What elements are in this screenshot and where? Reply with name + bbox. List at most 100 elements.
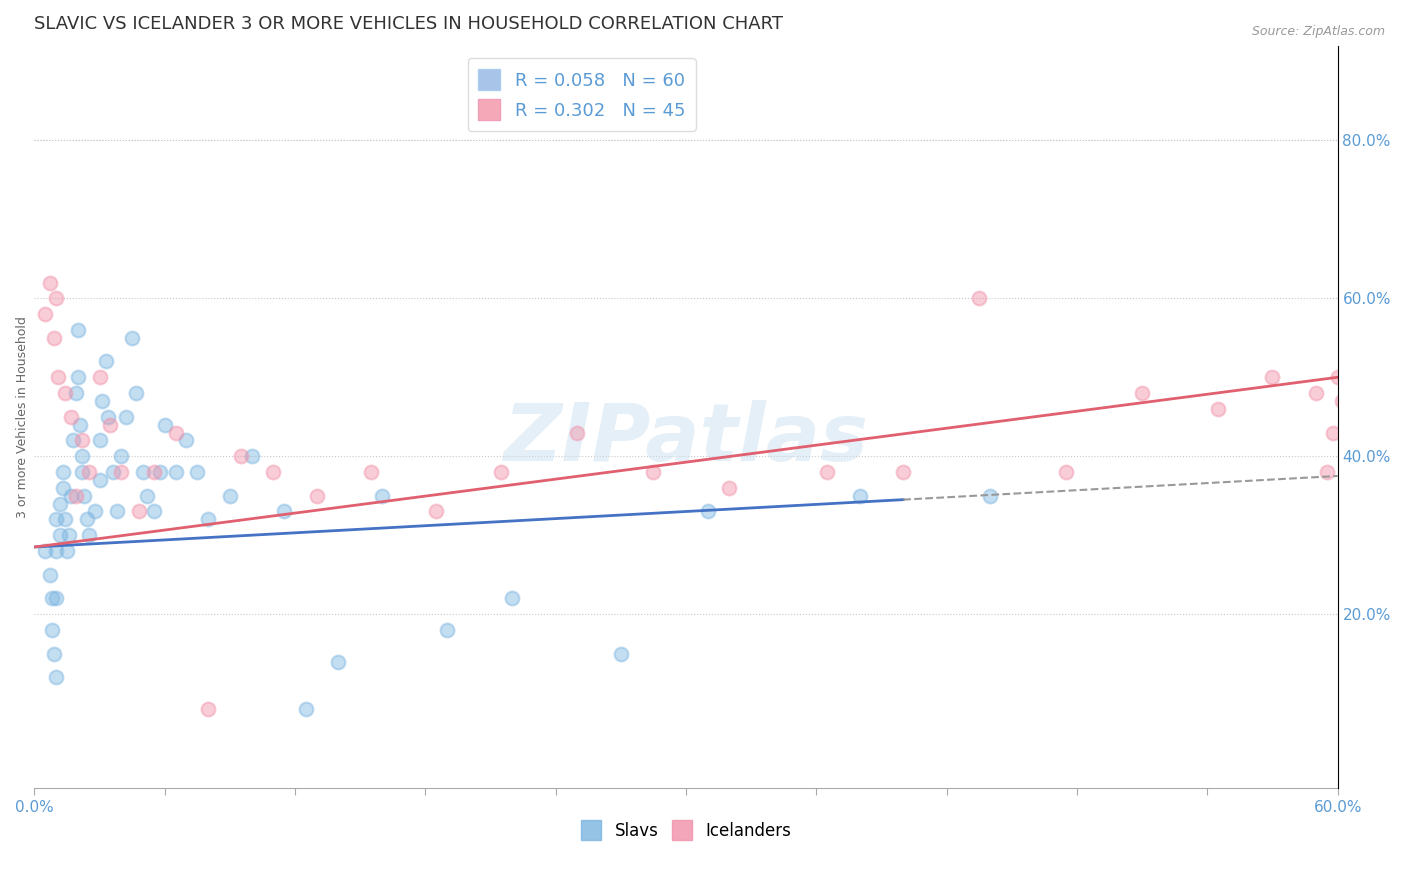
Point [1360, 401, 1382, 416]
Point [718, 481, 741, 495]
Point [328, 655, 350, 669]
Point [165, 425, 187, 440]
Point [38, 276, 60, 290]
Point [149, 465, 172, 479]
Point [77, 528, 100, 542]
Point [65, 386, 87, 401]
Point [53, 386, 76, 401]
Point [815, 465, 838, 479]
Point [240, 449, 263, 463]
Point [142, 465, 165, 479]
Point [110, 449, 132, 463]
Point [76, 512, 98, 526]
Point [100, 417, 122, 432]
Point [94, 354, 117, 368]
Point [89, 370, 111, 384]
Point [610, 647, 633, 661]
Point [60, 409, 83, 424]
Point [58, 528, 80, 542]
Point [90, 394, 112, 409]
Point [66, 370, 89, 384]
Point [125, 386, 148, 401]
Point [114, 409, 136, 424]
Point [1305, 386, 1327, 401]
Point [60, 489, 83, 503]
Point [165, 465, 187, 479]
Point [360, 465, 382, 479]
Point [45, 512, 67, 526]
Point [1337, 354, 1360, 368]
Point [218, 489, 240, 503]
Point [121, 331, 143, 345]
Point [305, 489, 328, 503]
Point [491, 465, 513, 479]
Point [643, 465, 665, 479]
Point [128, 504, 150, 518]
Point [69, 417, 91, 432]
Point [49, 528, 72, 542]
Point [1326, 370, 1348, 384]
Point [49, 497, 72, 511]
Point [1322, 425, 1344, 440]
Point [45, 670, 67, 684]
Legend: Slavs, Icelanders: Slavs, Icelanders [575, 814, 797, 847]
Point [89, 473, 111, 487]
Point [1316, 465, 1339, 479]
Point [1330, 394, 1353, 409]
Point [66, 323, 89, 337]
Point [34, 544, 56, 558]
Point [197, 512, 219, 526]
Point [142, 504, 165, 518]
Point [425, 504, 447, 518]
Point [132, 465, 155, 479]
Point [176, 434, 198, 448]
Point [186, 465, 208, 479]
Point [42, 647, 65, 661]
Point [77, 465, 100, 479]
Point [229, 449, 252, 463]
Point [38, 567, 60, 582]
Point [436, 623, 458, 637]
Point [197, 702, 219, 716]
Point [696, 504, 718, 518]
Text: SLAVIC VS ICELANDER 3 OR MORE VEHICLES IN HOUSEHOLD CORRELATION CHART: SLAVIC VS ICELANDER 3 OR MORE VEHICLES I… [34, 15, 783, 33]
Point [1353, 346, 1375, 360]
Point [136, 489, 159, 503]
Point [45, 291, 67, 305]
Point [967, 291, 990, 305]
Point [34, 307, 56, 321]
Point [52, 465, 75, 479]
Point [62, 434, 84, 448]
Point [110, 465, 132, 479]
Y-axis label: 3 or more Vehicles in Household: 3 or more Vehicles in Household [15, 316, 28, 517]
Point [1392, 354, 1406, 368]
Point [73, 489, 96, 503]
Point [52, 481, 75, 495]
Point [46, 370, 69, 384]
Point [262, 465, 284, 479]
Point [295, 702, 318, 716]
Point [45, 591, 67, 606]
Point [891, 465, 914, 479]
Point [105, 504, 128, 518]
Point [56, 544, 79, 558]
Point [501, 591, 523, 606]
Point [1130, 386, 1153, 401]
Point [70, 434, 93, 448]
Point [41, 591, 63, 606]
Point [45, 544, 67, 558]
Point [65, 489, 87, 503]
Point [1381, 394, 1403, 409]
Point [1369, 354, 1392, 368]
Point [567, 425, 589, 440]
Point [1348, 386, 1371, 401]
Point [1054, 465, 1077, 479]
Point [849, 489, 872, 503]
Text: ZIPatlas: ZIPatlas [503, 400, 869, 478]
Point [97, 409, 120, 424]
Point [84, 504, 107, 518]
Point [41, 623, 63, 637]
Point [979, 489, 1001, 503]
Text: Source: ZipAtlas.com: Source: ZipAtlas.com [1251, 25, 1385, 38]
Point [371, 489, 394, 503]
